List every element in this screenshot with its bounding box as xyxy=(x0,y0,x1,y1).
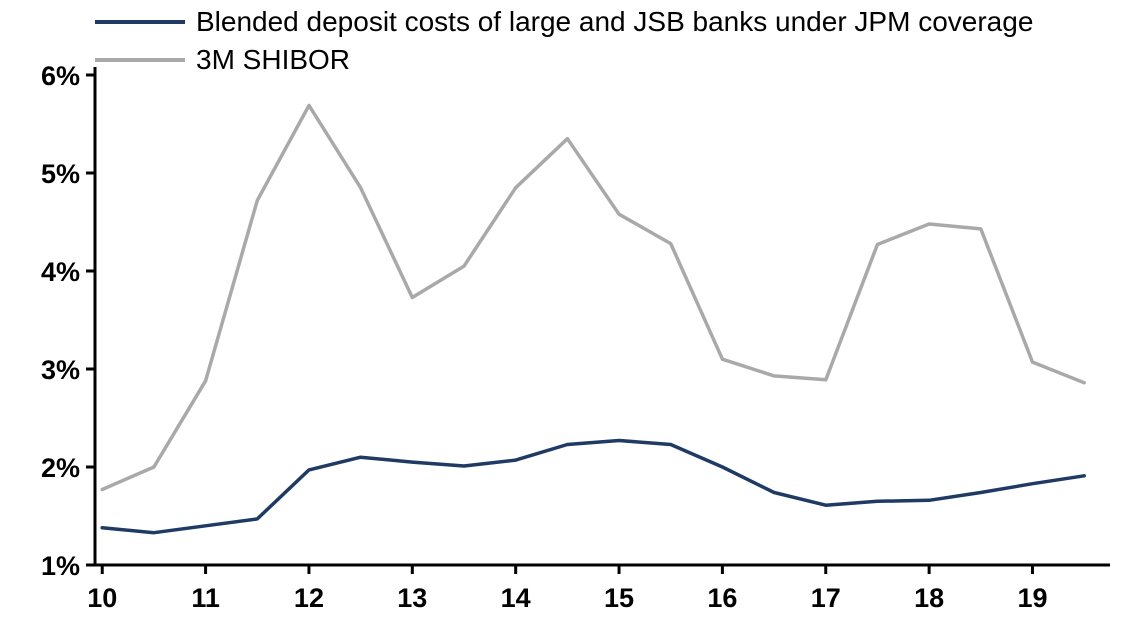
x-axis-label: 11 xyxy=(191,583,220,613)
x-axis-label: 17 xyxy=(811,583,841,613)
x-axis-label: 16 xyxy=(707,583,737,613)
y-axis-label: 3% xyxy=(41,355,80,385)
legend: Blended deposit costs of large and JSB b… xyxy=(95,5,1033,76)
x-axis-label: 10 xyxy=(87,583,117,613)
series-line-1 xyxy=(100,103,1086,492)
y-axis-label: 4% xyxy=(41,257,80,287)
series-line-0 xyxy=(100,438,1086,535)
y-axis-label: 1% xyxy=(41,551,80,581)
x-axis-label: 15 xyxy=(604,583,634,613)
y-axis-label: 5% xyxy=(41,159,80,189)
shibor-line-swatch xyxy=(95,57,185,62)
legend-item-deposit-costs: Blended deposit costs of large and JSB b… xyxy=(95,5,1033,38)
x-axis-label: 18 xyxy=(914,583,944,613)
y-axis-label: 6% xyxy=(41,61,80,91)
x-axis-label: 12 xyxy=(294,583,324,613)
legend-label-deposit-costs: Blended deposit costs of large and JSB b… xyxy=(196,6,1034,37)
deposit-costs-line-swatch xyxy=(95,19,185,24)
x-axis-label: 13 xyxy=(397,583,427,613)
y-axis-label: 2% xyxy=(41,453,80,483)
legend-item-shibor: 3M SHIBOR xyxy=(95,43,1033,76)
x-axis-label: 19 xyxy=(1017,583,1047,613)
x-axis-label: 14 xyxy=(501,583,531,613)
legend-label-shibor: 3M SHIBOR xyxy=(196,44,351,75)
